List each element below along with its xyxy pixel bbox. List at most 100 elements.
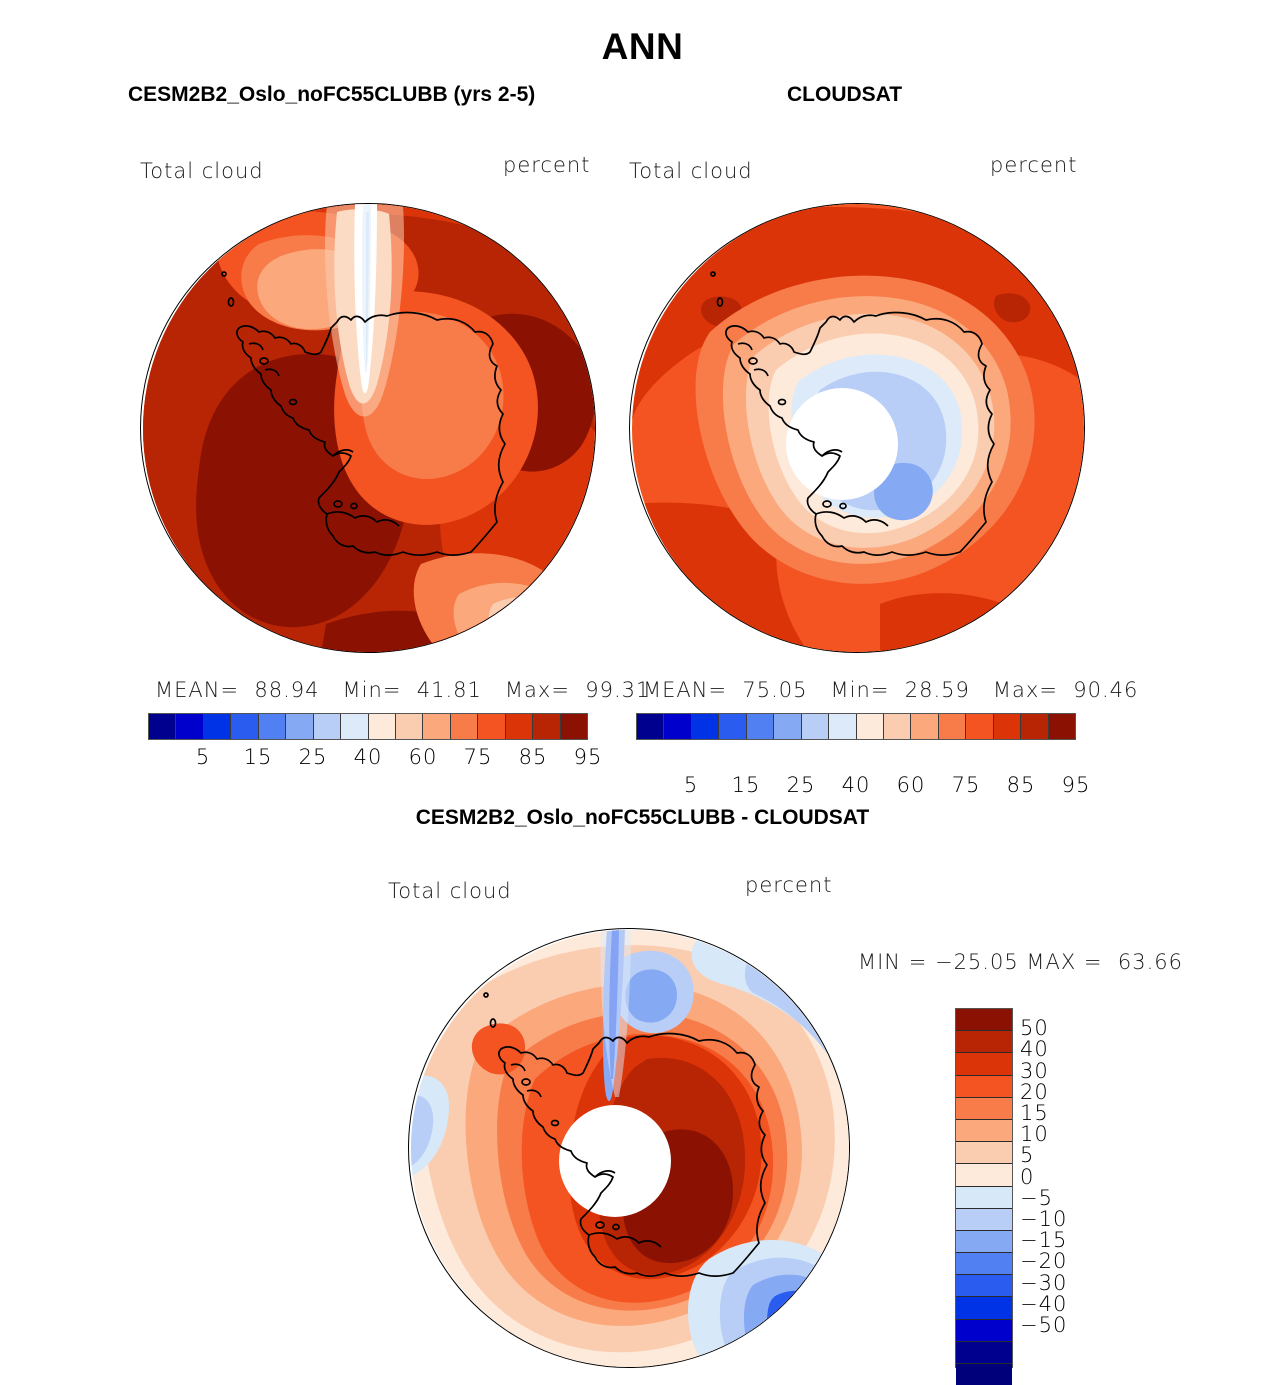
colorbar-tick-label: 25 xyxy=(786,773,816,797)
panel-model-stats: MEAN= 88.94 Min= 41.81 Max= 99.31 xyxy=(155,678,651,702)
colorbar-segment xyxy=(774,714,802,739)
colorbar-segment xyxy=(505,714,534,739)
colorbar-segment xyxy=(423,714,451,739)
colorbar-segment xyxy=(478,714,506,739)
colorbar-tick-label: 40 xyxy=(841,773,871,797)
colorbar-tick-label: 60 xyxy=(896,773,926,797)
colorbar-tick-label: 75 xyxy=(463,745,493,769)
colorbar-tick-label: 5 xyxy=(1020,1143,1035,1168)
season-title: ANN xyxy=(601,26,684,67)
colorbar-tick-label: −50 xyxy=(1020,1313,1068,1337)
colorbar-tick-label: −15 xyxy=(1020,1228,1068,1253)
colorbar-segment xyxy=(956,1208,1012,1231)
colorbar-segment xyxy=(966,714,994,739)
colorbar-segment xyxy=(956,1075,1012,1098)
colorbar-tick-label: 15 xyxy=(243,745,273,769)
model-map-contours xyxy=(143,204,595,652)
colorbar-segment xyxy=(560,714,587,739)
colorbar-segment xyxy=(956,1053,1012,1076)
colorbar-tick-label: 60 xyxy=(408,745,438,769)
colorbar-segment xyxy=(719,714,747,739)
panel-obs-stats: MEAN= 75.05 Min= 28.59 Max= 90.46 xyxy=(643,678,1139,702)
colorbar-segment xyxy=(286,714,314,739)
colorbar-segment xyxy=(203,714,232,739)
colorbar-segment xyxy=(231,714,259,739)
colorbar-segment xyxy=(637,714,665,739)
colorbar-segment xyxy=(938,714,967,739)
panel-model-colorbar[interactable] xyxy=(148,713,588,740)
colorbar-segment xyxy=(395,714,424,739)
panel-diff-minmax: MIN = −25.05 MAX = 63.66 xyxy=(858,950,1183,974)
colorbar-segment xyxy=(691,714,720,739)
panel-obs-colorbar-ticks: 5 15 25 40 60 75 85 95 xyxy=(636,773,1090,801)
panel-diff-field-label: Total cloud xyxy=(388,879,512,903)
panel-model-case-title: CESM2B2_Oslo_noFC55CLUBB (yrs 2-5) xyxy=(128,83,536,106)
colorbar-segment xyxy=(664,714,692,739)
colorbar-segment xyxy=(176,714,204,739)
colorbar-tick-label: 95 xyxy=(1061,773,1091,797)
colorbar-segment xyxy=(533,714,561,739)
colorbar-segment xyxy=(341,714,369,739)
panel-model-map[interactable] xyxy=(140,203,596,653)
colorbar-tick-label: 85 xyxy=(1006,773,1036,797)
colorbar-segment xyxy=(956,1164,1012,1187)
panel-diff-colorbar[interactable] xyxy=(955,1008,1013,1385)
colorbar-tick-label: 15 xyxy=(1020,1101,1049,1125)
panel-model-colorbar-ticks: 5 15 25 40 60 75 85 95 xyxy=(148,745,602,773)
panel-diff-units-label: percent xyxy=(745,873,833,897)
colorbar-segment xyxy=(801,714,830,739)
colorbar-segment xyxy=(856,714,884,739)
colorbar-segment xyxy=(993,714,1022,739)
colorbar-tick-label: 25 xyxy=(298,745,328,769)
colorbar-tick-label: 10 xyxy=(1020,1122,1049,1147)
colorbar-tick-label: 15 xyxy=(731,773,761,797)
colorbar-segment xyxy=(956,1097,1012,1120)
colorbar-segment xyxy=(956,1119,1012,1143)
panel-obs-field-label: Total cloud xyxy=(629,159,753,183)
panel-obs-map[interactable] xyxy=(629,203,1085,653)
colorbar-segment xyxy=(956,1253,1012,1276)
colorbar-segment xyxy=(883,714,912,739)
colorbar-tick-label: 30 xyxy=(1020,1058,1049,1083)
panel-obs-colorbar[interactable] xyxy=(636,713,1076,740)
colorbar-tick-label: 20 xyxy=(1020,1079,1049,1104)
obs-map-coastline xyxy=(710,271,995,556)
colorbar-tick-label: 85 xyxy=(518,745,548,769)
colorbar-segment xyxy=(956,1230,1012,1254)
colorbar-tick-label: 0 xyxy=(1020,1164,1035,1189)
colorbar-segment xyxy=(258,714,287,739)
panel-diff-case-title: CESM2B2_Oslo_noFC55CLUBB - CLOUDSAT xyxy=(415,806,870,829)
panel-diff-map[interactable] xyxy=(408,928,850,1368)
colorbar-segment xyxy=(956,1186,1012,1209)
colorbar-tick-label: −5 xyxy=(1020,1185,1053,1210)
colorbar-tick-label: −40 xyxy=(1020,1291,1068,1316)
colorbar-tick-label: 5 xyxy=(195,745,211,769)
colorbar-tick-label: −20 xyxy=(1020,1249,1068,1274)
panel-model-units-label: percent xyxy=(503,153,591,177)
colorbar-segment xyxy=(450,714,479,739)
colorbar-tick-label: −10 xyxy=(1020,1207,1068,1231)
colorbar-segment xyxy=(746,714,775,739)
colorbar-segment xyxy=(956,1364,1012,1385)
colorbar-tick-label: 95 xyxy=(573,745,603,769)
colorbar-tick-label: 40 xyxy=(1020,1037,1049,1062)
panel-obs-units-label: percent xyxy=(990,153,1078,177)
model-map-coastline xyxy=(221,271,506,556)
colorbar-tick-label: 50 xyxy=(1020,1016,1049,1041)
colorbar-tick-label: 5 xyxy=(683,773,699,797)
colorbar-segment xyxy=(368,714,396,739)
colorbar-segment xyxy=(956,1275,1012,1298)
diff-map-coastline xyxy=(483,992,768,1277)
colorbar-segment xyxy=(313,714,342,739)
colorbar-segment xyxy=(956,1297,1012,1320)
colorbar-segment xyxy=(956,1341,1012,1364)
obs-map-contours xyxy=(632,204,1084,652)
colorbar-segment xyxy=(1048,714,1075,739)
colorbar-tick-label: −30 xyxy=(1020,1270,1068,1295)
panel-model-field-label: Total cloud xyxy=(140,159,264,183)
colorbar-segment xyxy=(149,714,177,739)
colorbar-segment xyxy=(956,1009,1012,1032)
colorbar-segment xyxy=(956,1319,1012,1342)
colorbar-segment xyxy=(956,1142,1012,1165)
colorbar-segment xyxy=(1021,714,1049,739)
